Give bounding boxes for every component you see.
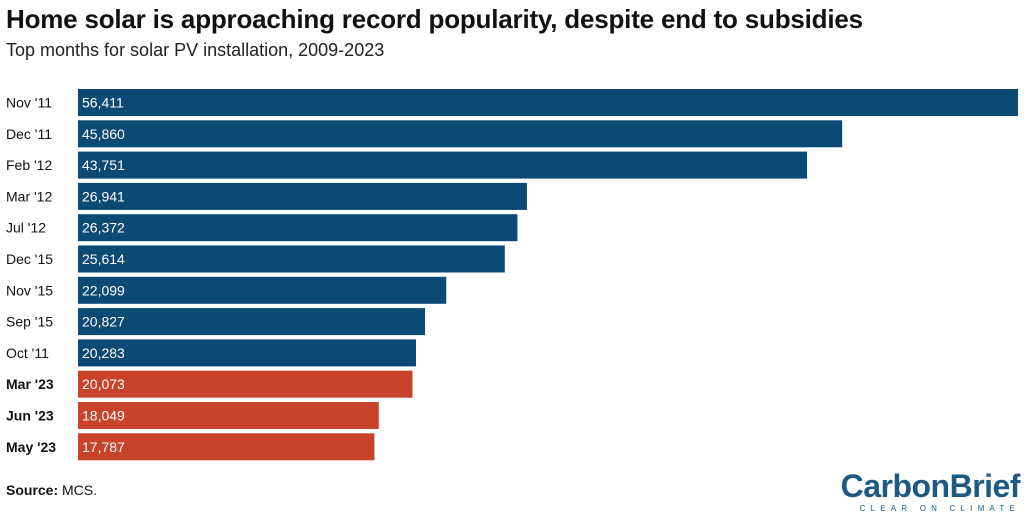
bar (78, 214, 518, 242)
value-label: 26,372 (82, 220, 125, 236)
bar-chart: Nov '11 56,411 Dec '11 45,860 Feb '12 43,751 M… (6, 89, 1018, 461)
value-label: 45,860 (82, 126, 125, 142)
value-label: 20,827 (82, 314, 125, 330)
value-label: 17,787 (82, 439, 125, 455)
category-label: Oct '11 (6, 345, 49, 361)
bar (78, 339, 416, 367)
bar (78, 276, 447, 304)
value-label: 25,614 (82, 251, 125, 267)
category-label: Nov '15 (6, 282, 53, 298)
carbonbrief-logo: CarbonBrief CLEAR ON CLIMATE (840, 468, 1021, 513)
category-label: Dec '15 (6, 251, 53, 267)
source-label: Source: (6, 482, 59, 498)
category-label: May '23 (6, 439, 56, 455)
bar (78, 89, 1018, 116)
category-label: Feb '12 (6, 157, 52, 173)
category-label: Jul '12 (6, 220, 46, 236)
source-text: MCS. (58, 482, 98, 498)
value-label: 43,751 (82, 157, 125, 173)
value-label: 56,411 (82, 95, 124, 111)
logo-text: CarbonBrief (840, 468, 1021, 504)
bar (78, 182, 527, 210)
category-label: Nov '11 (6, 95, 52, 111)
value-label: 26,941 (82, 188, 125, 204)
bar (78, 433, 375, 461)
logo-tagline: CLEAR ON CLIMATE (859, 504, 1020, 513)
value-label: 20,073 (82, 376, 125, 392)
value-label: 20,283 (82, 345, 125, 361)
chart-subtitle: Top months for solar PV installation, 20… (6, 40, 385, 60)
bar (78, 151, 808, 179)
bar (78, 402, 379, 429)
category-label: Jun '23 (6, 408, 54, 424)
category-label: Mar '12 (6, 188, 52, 204)
category-label: Sep '15 (6, 314, 53, 330)
bar (78, 308, 426, 336)
chart-title: Home solar is approaching record popular… (6, 4, 863, 34)
category-label: Mar '23 (6, 376, 54, 392)
bar (78, 245, 505, 273)
category-label: Dec '11 (6, 126, 52, 142)
bar (78, 370, 413, 398)
value-label: 18,049 (82, 408, 125, 424)
bar (78, 120, 843, 148)
source-note: Source: MCS. (6, 482, 97, 498)
value-label: 22,099 (82, 282, 125, 298)
